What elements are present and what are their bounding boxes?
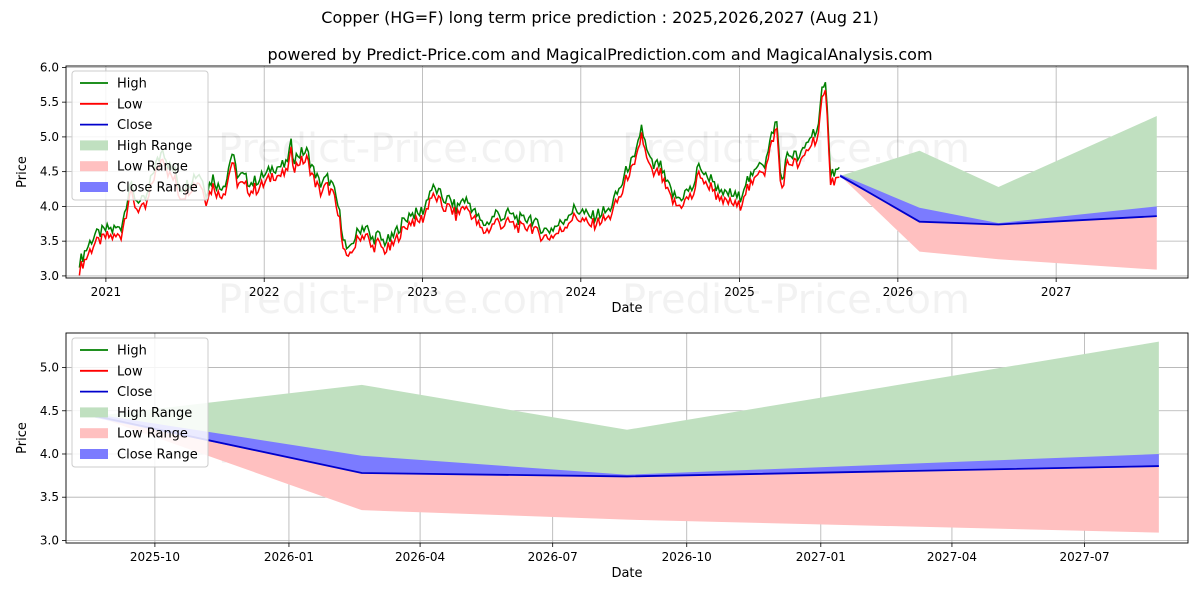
legend-high-label: High [117,344,147,359]
plot-area [78,81,1157,276]
x-tick-label: 2023 [407,285,438,299]
watermark: Predict-Price.com [218,126,566,172]
close-forecast-line [839,175,1157,226]
x-tick-label: 2027-07 [1059,550,1109,564]
legend-close-range-label: Close Range [117,448,198,463]
legend-close-label: Close [117,118,152,133]
legend-close-range-swatch [80,449,108,459]
x-tick-label: 2027-01 [796,550,846,564]
low-range-band [840,175,1157,270]
legend-low-label: Low [117,364,143,379]
chart-title: Copper (HG=F) long term price prediction… [321,8,879,27]
y-tick-label: 3.5 [40,234,59,248]
legend-close-label: Close [117,385,152,400]
close-range-band [95,414,1159,477]
y-tick-label: 4.5 [40,404,59,418]
legend-high-range-label: High Range [117,406,192,421]
legend-low-range-swatch [80,428,108,439]
x-tick-label: 2026-07 [528,550,578,564]
legend-high-range-label: High Range [117,139,192,154]
y-axis-label: Price [15,422,30,454]
y-tick-label: 5.0 [40,361,59,375]
y-tick-label: 4.0 [40,199,59,213]
low-range-band [95,415,1159,533]
legend-close-range-swatch [80,182,108,192]
legend-low-range-swatch [80,161,108,172]
y-tick-label: 4.0 [40,447,59,461]
axes-frame [65,332,1189,544]
x-tick-label: 2027 [1041,285,1072,299]
plot-area [94,341,1159,533]
x-tick-label: 2026 [883,285,914,299]
legend-low-range-label: Low Range [117,427,188,442]
x-tick-label: 2026-01 [264,550,314,564]
y-tick-label: 3.0 [40,533,59,547]
close-forecast-line [94,415,1159,478]
legend: High Low Close High Range Low Range Close Ran… [71,337,209,468]
legend-close-range-label: Close Range [117,181,198,196]
legend-high-label: High [117,77,147,92]
high-range-band [95,341,1159,477]
y-tick-label: 5.5 [40,95,59,109]
x-tick-label: 2022 [249,285,280,299]
x-tick-label: 2024 [566,285,597,299]
x-tick-label: 2026-04 [395,550,445,564]
legend-high-range-swatch [80,140,108,151]
x-tick-label: 2027-04 [927,550,977,564]
watermark: Predict-Price.com [622,277,970,323]
watermark: Predict-Price.com [218,277,566,323]
x-tick-label: 2025-10 [130,550,180,564]
close-range-band [840,174,1157,225]
x-tick-label: 2026-10 [662,550,712,564]
legend: High Low Close High Range Low Range Close Ran… [71,70,209,201]
y-tick-label: 3.5 [40,490,59,504]
y-tick-label: 3.0 [40,269,59,283]
x-axis-label: Date [611,301,642,316]
low-line [78,89,840,276]
y-tick-label: 5.0 [40,130,59,144]
y-tick-label: 4.5 [40,165,59,179]
x-tick-label: 2025 [724,285,755,299]
y-axis-label: Price [15,156,30,188]
chart-subtitle: powered by Predict-Price.com and Magical… [267,45,933,64]
legend-low-label: Low [117,97,143,112]
high-range-band [840,116,1157,225]
x-tick-label: 2021 [91,285,122,299]
legend-high-range-swatch [80,407,108,418]
legend-low-range-label: Low Range [117,160,188,175]
x-axis-label: Date [611,566,642,581]
y-tick-label: 6.0 [40,60,59,74]
